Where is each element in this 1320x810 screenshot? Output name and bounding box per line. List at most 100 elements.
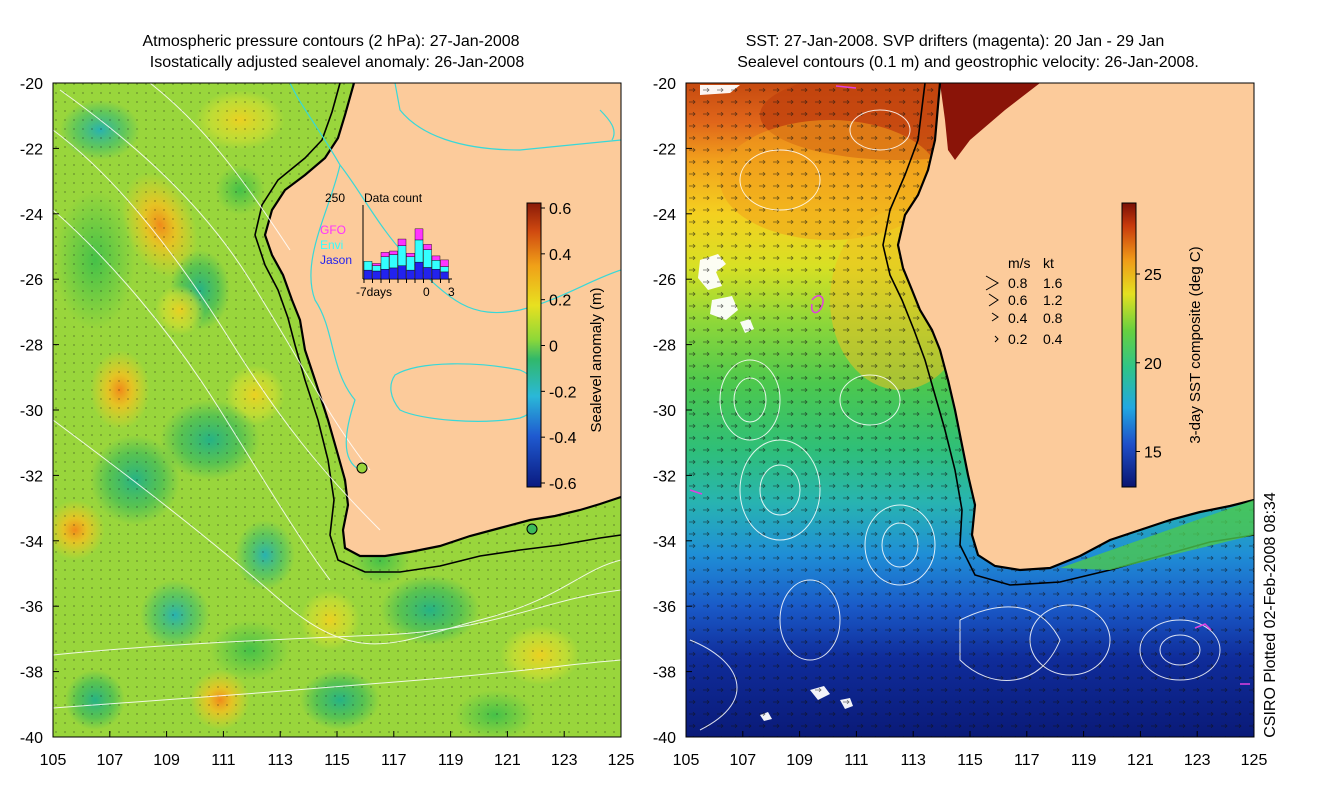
inset-bar-gfo <box>406 253 415 258</box>
left-x-tick-label: 115 <box>324 752 350 769</box>
sla-colorbar-tick-label: -0.6 <box>549 476 577 493</box>
left-y-tick-label: -26 <box>20 272 43 289</box>
sla-colorbar: 0.6 0.4 0.2 0 -0.2 -0.4 -0.6 Sealevel anomaly … <box>526 201 605 493</box>
inset-bar-jason <box>406 269 415 280</box>
right-y-tick-label: -20 <box>653 76 676 93</box>
sla-colorbar-label: Sealevel anomaly (m) <box>588 287 605 432</box>
left-y-tick-label: -32 <box>20 468 43 485</box>
inset-xlabel-zero: 0 <box>423 285 430 299</box>
right-y-tick-label: -32 <box>653 468 676 485</box>
velocity-row-3-kt: 0.8 <box>1043 310 1063 326</box>
data-count-inset: 250 Data count GFO Envi Jason -7days 0 3 <box>320 191 455 299</box>
velocity-arrow-0-2-icon <box>994 335 999 343</box>
sla-colorbar-tick-label: 0.2 <box>549 293 571 310</box>
right-x-tick-label: 123 <box>1184 752 1211 769</box>
left-x-tick-label: 113 <box>267 752 293 769</box>
left-y-tick-label: -38 <box>20 665 43 682</box>
right-y-tick-label: -36 <box>653 599 676 616</box>
left-y-tick-label: -40 <box>20 730 43 747</box>
inset-bars <box>363 228 449 280</box>
inset-bar-envi <box>414 239 424 263</box>
inset-bar-envi <box>397 245 407 266</box>
inset-bar-gfo <box>380 252 390 258</box>
left-title-line1: Atmospheric pressure contours (2 hPa): 2… <box>142 33 519 50</box>
inset-bar-jason <box>414 261 424 280</box>
velocity-row-4-ms: 0.2 <box>1008 331 1028 347</box>
left-x-tick-label: 109 <box>153 752 180 769</box>
inset-bar-envi <box>423 249 432 268</box>
inset-xlabel-start: -7days <box>356 285 392 299</box>
inset-bar-gfo <box>440 259 449 267</box>
sla-colorbar-tick-label: -0.4 <box>549 430 577 447</box>
sst-colorbar-tick-label: 25 <box>1144 267 1162 284</box>
right-x-tick-label: 111 <box>844 752 868 769</box>
sla-colorbar-tick-label: -0.2 <box>549 384 577 401</box>
sla-colorbar-tick-label: 0 <box>549 339 558 356</box>
legend-jason: Jason <box>320 253 352 267</box>
left-x-tick-label: 105 <box>40 752 67 769</box>
velocity-row-2-kt: 1.2 <box>1043 292 1063 308</box>
inset-ymax-label: 250 <box>325 191 345 205</box>
inset-bar-jason <box>440 271 449 280</box>
inset-bar-jason <box>380 269 390 280</box>
right-map-field <box>686 83 1254 737</box>
plot-footer: CSIRO Plotted 02-Feb-2008 08:34 <box>1262 492 1279 738</box>
velocity-arrow-0-4-icon <box>991 312 999 322</box>
inset-bar-gfo <box>389 250 398 255</box>
inset-bar-jason <box>431 269 441 280</box>
right-y-tick-label: -40 <box>653 730 676 747</box>
right-y-tick-label: -26 <box>653 272 676 289</box>
velocity-row-1-ms: 0.8 <box>1008 275 1028 291</box>
left-map: Atmospheric pressure contours (2 hPa): 2… <box>52 33 622 738</box>
velocity-arrow-0-6-icon <box>988 293 999 307</box>
right-x-tick-label: 121 <box>1127 752 1154 769</box>
right-x-tick-label: 105 <box>673 752 700 769</box>
inset-xlabel-end: 3 <box>448 285 455 299</box>
inset-bar-envi <box>372 265 381 272</box>
left-x-axis: 105 107 109 111 113 115 117 119 121 123 125 <box>40 731 635 769</box>
right-y-tick-label: -34 <box>653 534 676 551</box>
inset-bar-jason <box>423 267 432 280</box>
inset-bar-jason <box>363 269 373 280</box>
left-x-tick-label: 125 <box>608 752 635 769</box>
velocity-legend-ms-header: m/s <box>1008 255 1031 271</box>
right-x-tick-label: 115 <box>957 752 983 769</box>
velocity-row-4-kt: 0.4 <box>1043 331 1063 347</box>
left-y-tick-label: -34 <box>20 534 43 551</box>
inset-bar-gfo <box>397 238 407 246</box>
inset-bar-jason <box>397 265 407 280</box>
velocity-row-1-kt: 1.6 <box>1043 275 1063 291</box>
left-x-tick-label: 111 <box>211 752 235 769</box>
inset-bar-gfo <box>431 255 441 261</box>
left-y-tick-label: -28 <box>20 338 43 355</box>
right-title-line1: SST: 27-Jan-2008. SVP drifters (magenta)… <box>746 33 1165 50</box>
inset-bar-envi <box>406 256 415 271</box>
right-x-tick-label: 113 <box>900 752 926 769</box>
inset-bar-gfo <box>372 263 381 266</box>
left-y-tick-label: -22 <box>20 141 43 158</box>
right-x-tick-label: 125 <box>1241 752 1268 769</box>
sst-colorbar-tick-label: 20 <box>1144 356 1162 373</box>
right-x-tick-label: 119 <box>1071 752 1097 769</box>
inset-bar-envi <box>440 266 449 273</box>
legend-gfo: GFO <box>320 223 346 237</box>
inset-bar-envi <box>380 256 390 270</box>
left-x-tick-label: 121 <box>494 752 521 769</box>
sla-colorbar-tick-label: 0.4 <box>549 247 571 264</box>
sst-colorbar-tick-label: 15 <box>1144 445 1162 462</box>
right-x-axis: 105 107 109 111 113 115 117 119 121 123 125 <box>673 731 1268 769</box>
velocity-legend-arrows <box>985 275 999 343</box>
left-y-axis: -20 -22 -24 -26 -28 -30 -32 -34 -36 -38 -40 <box>20 76 59 747</box>
right-map: SST: 27-Jan-2008. SVP drifters (magenta)… <box>685 33 1255 738</box>
right-y-tick-label: -30 <box>653 403 676 420</box>
left-title-line2: Isostatically adjusted sealevel anomaly:… <box>150 54 525 71</box>
sst-colorbar-label: 3-day SST composite (deg C) <box>1187 246 1204 443</box>
sla-colorbar-tick-label: 0.6 <box>549 201 571 218</box>
right-y-tick-label: -38 <box>653 665 676 682</box>
velocity-legend-kt-header: kt <box>1043 255 1054 271</box>
inset-bar-envi <box>389 254 398 269</box>
legend-envi: Envi <box>320 238 343 252</box>
left-x-tick-label: 119 <box>438 752 464 769</box>
left-x-tick-label: 107 <box>96 752 123 769</box>
